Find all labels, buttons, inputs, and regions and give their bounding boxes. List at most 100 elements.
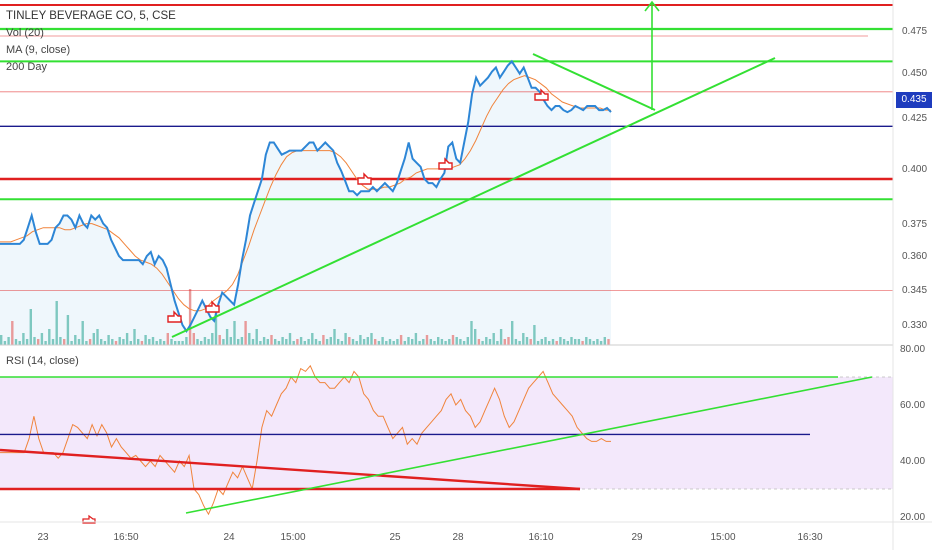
volume-bar [170,339,173,345]
hand-marker-icon [82,514,96,524]
target-arrow-head [644,0,660,12]
volume-bar [448,339,451,345]
volume-bar [522,333,525,345]
volume-bar [470,321,473,345]
time-tick-label: 24 [223,532,235,543]
volume-bar [377,341,381,345]
volume-bar [281,337,284,345]
price-line-layer [0,59,612,333]
volume-bar [414,333,418,345]
volume-bar [329,337,332,345]
volume-bar [251,339,255,345]
volume-bar [596,339,599,345]
volume-bar [399,335,403,345]
volume-bar [488,339,492,345]
volume-bar [40,333,44,345]
volume-bar [125,333,129,345]
time-tick-label: 16:30 [797,532,822,543]
volume-bar [48,329,51,345]
volume-bar [133,329,136,345]
volume-bar [388,339,392,345]
volume-bar [81,321,84,345]
rsi-line [0,364,611,516]
volume-bar [566,341,569,345]
volume-bar [599,341,603,345]
volume-bar [274,339,277,345]
price-tick-label: 0.375 [902,219,927,230]
volume-bar [318,341,321,345]
volume-bar [585,337,588,345]
volume-bar [129,341,132,345]
volume-bar [437,337,440,345]
chart-legend: TINLEY BEVERAGE CO, 5, CSE Vol (20) MA (… [6,8,176,76]
volume-bar [96,329,99,345]
volume-bar [381,337,384,345]
rsi-overbought-oversold-band [0,377,893,489]
volume-bar [140,341,144,345]
volume-bar [185,337,188,345]
rsi-falling-trendline [0,448,581,491]
volume-bar [540,339,543,345]
volume-bar [485,337,488,345]
price-line [0,59,612,333]
horizontal-levels [0,4,893,291]
legend-200-day: 200 Day [6,61,47,73]
moving-average-line [0,75,611,312]
volume-bar [588,339,592,345]
rsi-tick-label: 40.00 [900,456,925,467]
volume-bar [70,341,73,345]
volume-bar [581,341,584,345]
volume-bar [311,333,314,345]
volume-bar [459,339,462,345]
volume-bar [92,333,95,345]
legend-title: TINLEY BEVERAGE CO, 5, CSE [6,10,176,22]
volume-bar [492,333,495,345]
volume-bar [507,337,510,345]
volume-bar [7,337,10,345]
volume-bar [118,337,121,345]
time-tick-label: 25 [389,532,401,543]
volume-bar [440,339,444,345]
volume-bar [177,341,181,345]
volume-bar [337,339,340,345]
price-tick-label: 0.425 [902,113,927,124]
volume-bar [451,335,455,345]
volume-bar [162,341,166,345]
volume-bar [37,339,40,345]
hand-marker-icon [205,300,220,313]
volume-bar [392,341,395,345]
volume-bar [74,335,77,345]
legend-moving-average: MA (9, close) [6,44,71,56]
price-tick-label: 0.475 [902,26,927,37]
volume-bar [137,339,140,345]
rsi-rising-trendline [185,376,873,514]
volume-bar [574,339,577,345]
volume-bar [340,341,344,345]
last-price-tag: 0.435 [896,92,932,108]
volume-bar [107,335,110,345]
volume-bar [122,339,125,345]
price-area-fill [0,61,611,346]
volume-bar [44,341,47,345]
price-tick-label: 0.450 [902,68,927,79]
volume-bar [366,337,369,345]
volume-bar [270,335,273,345]
volume-bar [33,337,36,345]
volume-bar [570,337,573,345]
time-tick-label: 15:00 [710,532,735,543]
volume-bar [229,337,232,345]
volume-bar [514,339,518,345]
volume-bar [411,339,414,345]
volume-bar [525,337,529,345]
volume-bar [307,339,310,345]
volume-bar [144,335,147,345]
volume-bar [577,339,581,345]
trend-drawings [171,0,776,338]
volume-bar [474,329,477,345]
volume-bar [607,339,610,345]
volume-bar [496,341,499,345]
volume-bar [66,315,70,345]
volume-bar [233,321,236,345]
